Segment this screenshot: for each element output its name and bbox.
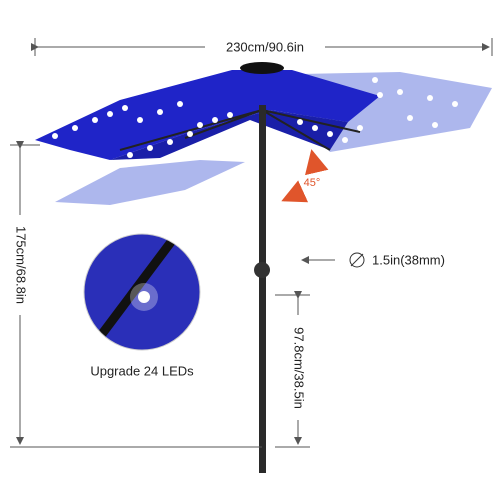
diameter-label: 1.5in(38mm) [372, 252, 445, 267]
tilt-arrow [281, 180, 309, 203]
led [452, 101, 458, 107]
led [212, 117, 218, 123]
inset-border [83, 233, 201, 351]
ribs [119, 109, 361, 151]
led-lights [52, 77, 458, 158]
led [187, 131, 193, 137]
led [127, 152, 133, 158]
led [167, 139, 173, 145]
led [407, 115, 413, 121]
pole-height-label: 97.8cm/38.5in [292, 327, 307, 409]
led [397, 89, 403, 95]
width-label: 230cm/90.6in [226, 39, 304, 54]
led [312, 125, 318, 131]
tilted-canopy [55, 160, 245, 205]
label-bg [286, 315, 310, 420]
led [137, 117, 143, 123]
led [432, 122, 438, 128]
led [297, 119, 303, 125]
pole [259, 105, 266, 473]
led [357, 125, 363, 131]
led [342, 137, 348, 143]
diameter-symbol [349, 252, 365, 268]
diameter-symbol [350, 253, 364, 267]
led [227, 112, 233, 118]
led [427, 95, 433, 101]
led [92, 117, 98, 123]
led [157, 109, 163, 115]
solar-cap [240, 62, 284, 74]
led [377, 92, 383, 98]
led [197, 122, 203, 128]
crank [254, 262, 270, 278]
tilt-label: 45° [304, 177, 321, 189]
led [52, 133, 58, 139]
inset-glow [130, 283, 158, 311]
led [72, 125, 78, 131]
led [372, 77, 378, 83]
canopy-underside [110, 110, 348, 160]
height-label: 175cm/68.8in [14, 226, 29, 304]
led-inset [84, 234, 200, 350]
led [107, 111, 113, 117]
tilt-arrow [305, 149, 329, 176]
label-bg [8, 215, 32, 315]
led [147, 145, 153, 151]
led [177, 101, 183, 107]
led [327, 131, 333, 137]
label-bg [205, 38, 325, 56]
inset-led [138, 291, 150, 303]
led-label: Upgrade 24 LEDs [90, 363, 194, 378]
canopy [35, 70, 380, 160]
inset-rib [86, 234, 184, 350]
led [122, 105, 128, 111]
